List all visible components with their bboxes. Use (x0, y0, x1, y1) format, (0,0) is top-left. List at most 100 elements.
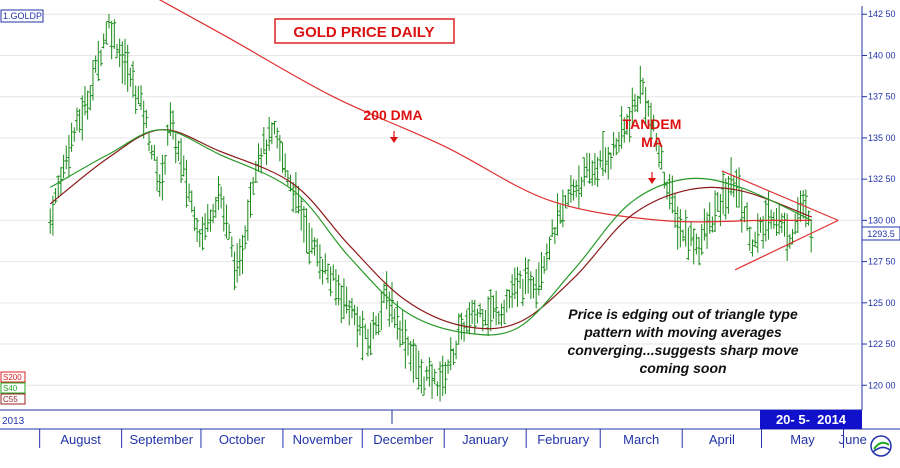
ohlc-bar (184, 159, 189, 208)
ohlc-bar (344, 286, 349, 314)
ohlc-bar (213, 196, 218, 218)
ohlc-bar (203, 213, 208, 241)
title-box (274, 18, 455, 44)
ohlc-bar (395, 301, 400, 340)
indicator-tag-box (0, 393, 26, 405)
ohlc-bar (232, 251, 237, 291)
ohlc-bar (106, 13, 111, 29)
ohlc-bar (347, 300, 352, 326)
commentary-line: Price is edging out of triangle type (568, 306, 798, 322)
ohlc-bar (454, 340, 459, 360)
ohlc-bar (606, 146, 611, 180)
ohlc-bar (136, 86, 141, 105)
ohlc-bar (122, 38, 127, 85)
ohlc-bar (416, 350, 421, 390)
ohlc-bar (221, 196, 226, 232)
ohlc-bar (518, 270, 523, 289)
ohlc-bar (275, 127, 280, 149)
ohlc-bar (558, 204, 563, 224)
commentary-line: converging...suggests sharp move (567, 342, 798, 358)
ohlc-bar (560, 189, 565, 228)
ohlc-bar (475, 308, 480, 324)
ohlc-bar (568, 174, 573, 203)
ohlc-bar (462, 321, 467, 342)
ohlc-bar (56, 175, 61, 199)
ohlc-bar (448, 337, 453, 371)
annotation-200dma: 200 DMA (363, 107, 422, 123)
ohlc-bar (713, 190, 718, 232)
price-tick-label: 142 50 (868, 9, 896, 19)
ohlc-bar (82, 86, 87, 116)
commentary: Price is edging out of triangle type patt… (567, 306, 798, 376)
ohlc-bar (155, 156, 160, 192)
ohlc-bar (355, 306, 360, 348)
ohlc-bar (488, 289, 493, 332)
ohlc-bar (456, 313, 461, 345)
sma40-line (49, 129, 813, 336)
ohlc-bar (208, 209, 213, 232)
ohlc-bar (408, 341, 413, 372)
ohlc-bar (678, 209, 683, 248)
ohlc-bar (571, 179, 576, 201)
ohlc-bar (373, 315, 378, 336)
ohlc-bar (552, 227, 557, 245)
ohlc-bar (317, 244, 322, 280)
ohlc-bar (635, 95, 640, 113)
ohlc-bar (779, 213, 784, 233)
ohlc-bar (264, 139, 269, 165)
ohlc-bar (69, 122, 74, 152)
ohlc-bar (261, 127, 266, 154)
ohlc-bar (566, 189, 571, 207)
ohlc-bar (304, 208, 309, 254)
triangle-lower-line (734, 219, 839, 271)
ohlc-bar (272, 120, 277, 135)
ohlc-bar (681, 229, 686, 242)
ohlc-bar (211, 203, 216, 224)
ohlc-bar (710, 216, 715, 233)
ohlc-bar (619, 106, 624, 149)
year-label: 2013 (2, 416, 25, 427)
ohlc-bar (179, 138, 184, 184)
ohlc-bar (171, 110, 176, 140)
triangle-pattern (721, 170, 839, 271)
ohlc-bar (590, 160, 595, 186)
ohlc-bar (160, 154, 165, 201)
ohlc-bar (165, 124, 170, 146)
ohlc-bar (675, 206, 680, 250)
ohlc-bar (542, 256, 547, 274)
ohlc-bar (654, 133, 659, 152)
ohlc-bar (555, 193, 560, 236)
ohlc-bar (157, 174, 162, 197)
ohlc-bar (237, 238, 242, 276)
ohlc-bar (414, 344, 419, 380)
sma200-line (158, 0, 812, 223)
ohlc-bar (673, 192, 678, 228)
ohlc-bar (726, 175, 731, 214)
ohlc-bar (480, 309, 485, 332)
month-label: October (219, 432, 266, 447)
last-price-value: 1293.5 (867, 229, 895, 239)
ohlc-bar (259, 147, 264, 174)
ohlc-bar (403, 319, 408, 369)
price-tick-label: 132 50 (868, 174, 896, 184)
ohlc-bar (427, 357, 432, 387)
ohlc-bar (499, 303, 504, 327)
annotation-ma: MA (641, 134, 663, 150)
ohlc-bar (339, 285, 344, 324)
ohlc-bar (371, 311, 376, 339)
indicator-tag-box (0, 382, 26, 394)
ohlc-bar (539, 252, 544, 290)
ohlc-bar (761, 215, 766, 249)
ohlc-bar (798, 190, 803, 222)
ohlc-bar (702, 208, 707, 241)
date-badge-text: 20- 5- 2014 (776, 412, 847, 427)
ohlc-bar (77, 108, 82, 133)
price-tick-label: 122 50 (868, 339, 896, 349)
ohlc-bar (216, 175, 221, 211)
ohlc-bar (707, 202, 712, 234)
ohlc-bar (432, 368, 437, 385)
ohlc-bar (267, 116, 272, 151)
chart-title: GOLD PRICE DAILY (293, 24, 434, 41)
ohlc-bar (464, 309, 469, 334)
ohlc-bar (149, 144, 154, 160)
